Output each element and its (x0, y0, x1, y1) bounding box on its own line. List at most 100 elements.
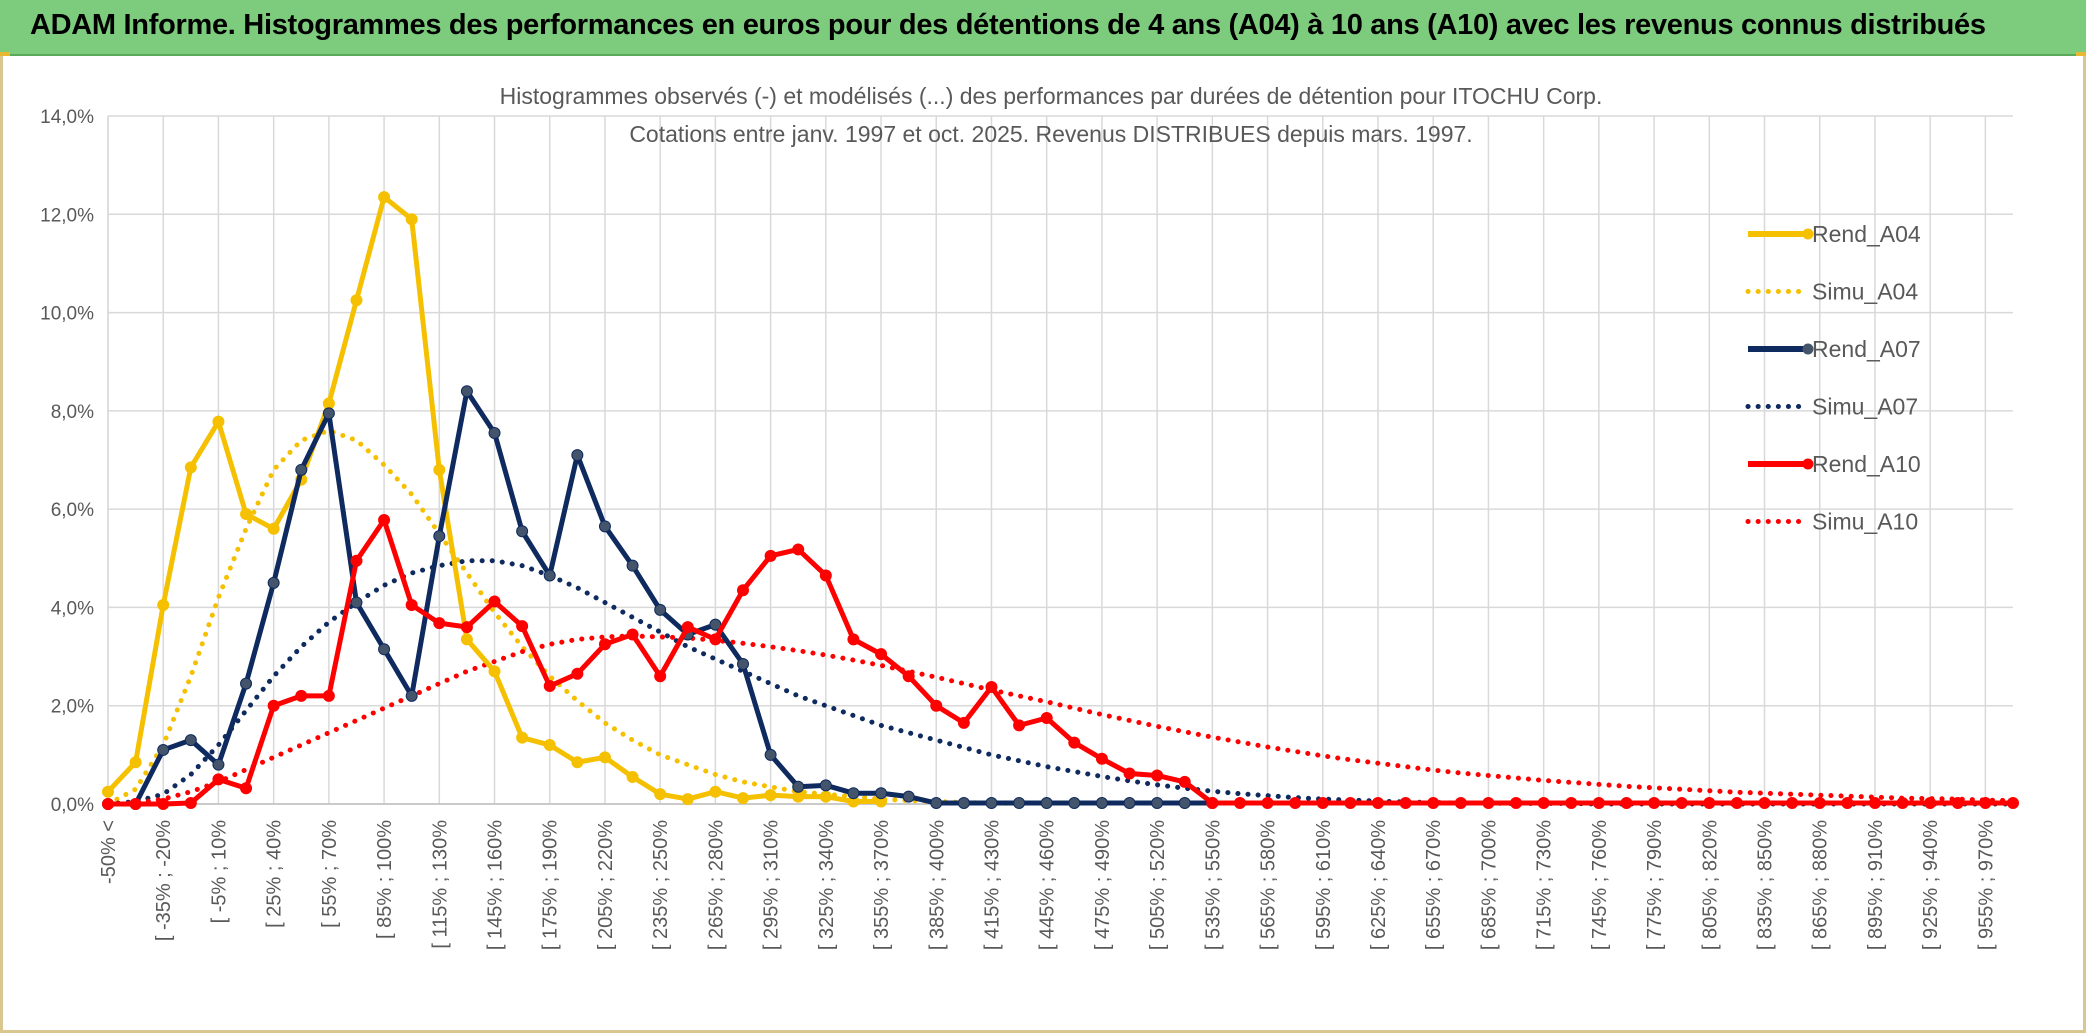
data-point (157, 798, 170, 810)
data-point (1979, 797, 1992, 810)
grid-lines (107, 115, 2013, 805)
data-point (1095, 797, 1108, 810)
axes: 0,0% 2,0% 4,0% 6,0% 8,0% 10,0% 12,0% 14,0% -50% … (40, 107, 2013, 950)
data-point (1537, 797, 1550, 810)
x-tick-label: -50% < (98, 820, 120, 884)
data-point (1675, 797, 1688, 810)
data-point (902, 790, 915, 803)
data-point (847, 787, 860, 800)
data-point (433, 463, 446, 476)
data-point (1013, 719, 1026, 732)
x-tick-label: [ 505% ; 520% (1147, 820, 1169, 950)
data-point (433, 530, 446, 543)
x-tick-label: [ 625% ; 640% (1368, 820, 1390, 950)
data-point (1316, 797, 1329, 810)
data-point (1951, 797, 1964, 810)
data-point (764, 789, 777, 802)
x-tick-label: [ 925% ; 940% (1920, 820, 1942, 950)
data-point (460, 385, 473, 398)
data-point (1648, 797, 1661, 810)
data-point (1427, 797, 1440, 810)
data-point (792, 543, 805, 556)
data-point (378, 191, 391, 204)
data-point (102, 785, 114, 798)
data-point (460, 633, 473, 646)
data-point (516, 525, 529, 538)
data-point (1758, 797, 1771, 810)
legend-item-simu-a10: Simu_A10 (1745, 509, 1918, 535)
data-point (875, 648, 888, 661)
data-point (819, 790, 832, 803)
data-point (240, 508, 253, 521)
data-point (985, 797, 998, 810)
data-point (654, 603, 667, 616)
x-tick-label: [ 355% ; 370% (871, 820, 893, 950)
data-point (957, 716, 970, 729)
x-tick-label: [ 745% ; 760% (1589, 820, 1611, 950)
x-tick-label: [ 235% ; 250% (650, 820, 672, 950)
data-point (1233, 797, 1246, 810)
x-tick-label: [ 865% ; 880% (1810, 820, 1832, 950)
data-point (1813, 797, 1826, 810)
data-point (322, 407, 335, 420)
data-point (709, 633, 722, 646)
data-point (1289, 797, 1302, 810)
data-point (1730, 797, 1743, 810)
x-tick-label: [ 55% ; 70% (319, 820, 341, 928)
data-point (378, 643, 391, 656)
data-point (1510, 797, 1523, 810)
data-point (295, 689, 308, 702)
x-tick-label: [ 295% ; 310% (761, 820, 783, 950)
y-tick-label: 12,0% (40, 205, 94, 226)
data-point (2007, 797, 2019, 810)
data-point (598, 638, 611, 651)
data-point (1868, 797, 1881, 810)
data-point (1040, 797, 1053, 810)
data-point (1013, 797, 1026, 810)
data-point (267, 576, 280, 589)
data-point (681, 621, 694, 634)
legend-marker (1802, 343, 1814, 355)
data-point (598, 520, 611, 533)
y-tick-label: 0,0% (51, 795, 94, 816)
series-rend-a04 (102, 191, 888, 808)
data-point (1123, 767, 1136, 780)
series-line-simu-a07 (105, 558, 2016, 807)
x-tick-label: [ 265% ; 280% (705, 820, 727, 950)
x-tick-label: [ 175% ; 190% (540, 820, 562, 950)
data-point (378, 513, 391, 526)
chart-subtitle: Cotations entre janv. 1997 et oct. 2025.… (629, 121, 1472, 147)
series-line-rend-a10 (108, 517, 2013, 807)
x-tick-label: [ 535% ; 550% (1202, 820, 1224, 950)
x-tick-label: [ 25% ; 40% (264, 820, 286, 928)
data-point (212, 773, 225, 786)
series-line-simu-a04 (105, 427, 1022, 807)
data-point (1620, 797, 1633, 810)
y-tick-label: 14,0% (40, 107, 94, 128)
data-point (350, 554, 363, 567)
data-point (350, 294, 363, 307)
x-tick-label: [ 145% ; 160% (485, 820, 507, 950)
data-point (157, 743, 170, 756)
corner-mark-right (2076, 52, 2086, 56)
legend-item-simu-a04: Simu_A04 (1745, 279, 1918, 305)
data-point (1151, 797, 1164, 810)
x-tick-label: [ 955% ; 970% (1975, 820, 1997, 950)
data-point (571, 449, 584, 462)
series-simu-a04 (105, 427, 1022, 807)
series-rend-a10 (102, 513, 2019, 810)
data-point (405, 689, 418, 702)
data-point (488, 665, 501, 678)
report-title: ADAM Informe. Histogrammes des performan… (30, 9, 1986, 41)
data-point (1454, 797, 1467, 810)
x-tick-label: [ 835% ; 850% (1755, 820, 1777, 950)
data-point (1703, 797, 1716, 810)
data-point (543, 739, 556, 752)
chart-title: Histogrammes observés (-) et modélisés (… (500, 83, 1603, 109)
data-point (1565, 797, 1578, 810)
data-point (957, 797, 970, 810)
data-point (184, 461, 197, 474)
x-tick-label: [ -5% ; 10% (208, 820, 230, 924)
legend-marker (1802, 458, 1814, 470)
data-point (1095, 752, 1108, 765)
